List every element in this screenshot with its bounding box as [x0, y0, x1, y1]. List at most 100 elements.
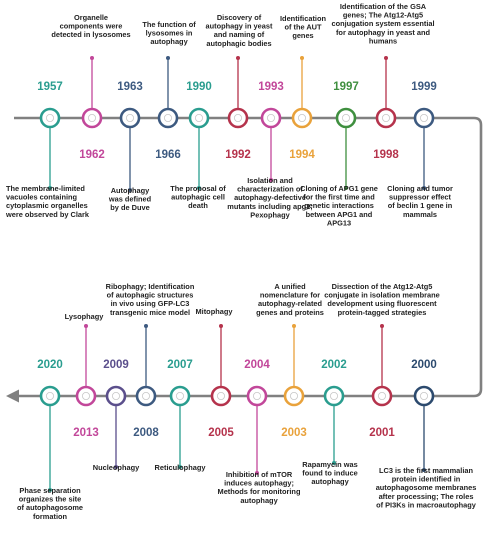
timeline-event: 2008 Ribophagy; Identification of autophag… — [106, 282, 195, 439]
timeline-event: 2001 Dissection of the Atg12-Atg5 conjugat… — [324, 282, 439, 439]
event-description-line: genetic interactions — [304, 201, 374, 210]
timeline-event: 1966 The function of lysosomes in autophagy — [142, 20, 196, 161]
event-node-core — [341, 114, 350, 123]
timeline-event: 1992 Discovery of autophagy in yeast and na… — [206, 13, 273, 161]
event-node-core — [82, 391, 91, 400]
timeline-event: 2009 Nucleophagy — [93, 359, 140, 472]
event-description-line: genes; The Atg12-Atg5 — [343, 11, 423, 20]
event-year: 1963 — [117, 81, 143, 93]
timeline-events: 1957 The membrane-limited vacuoles contain… — [5, 2, 477, 521]
event-description-line: for the first time and — [303, 193, 375, 202]
event-description-line: was defined — [108, 195, 152, 204]
event-stem-dot — [292, 324, 296, 328]
event-node-core — [289, 391, 298, 400]
event-node-core — [216, 391, 225, 400]
event-description: Inhibition of mTOR induces autophagy; Meth… — [218, 470, 301, 505]
event-description-line: Ribophagy; Identification — [106, 282, 195, 291]
event-stem-dot — [128, 188, 132, 192]
event-description-line: humans — [369, 36, 397, 45]
event-description: Mitophagy — [196, 307, 234, 316]
event-year: 2001 — [369, 427, 395, 439]
event-year: 2003 — [281, 427, 307, 439]
event-description-line: components were — [60, 22, 123, 31]
event-description-line: autophagy-related — [258, 299, 323, 308]
event-year: 2002 — [321, 359, 347, 371]
timeline-event: 2004 Inhibition of mTOR induces autophagy;… — [218, 359, 301, 505]
event-description: Rapamycin was found to induce autophagy — [302, 460, 357, 486]
event-description-line: Inhibition of mTOR — [226, 470, 293, 479]
timeline-event: 1963 Autophagy was defined by de Duve — [108, 81, 152, 212]
event-description-line: Cloning and tumor — [387, 184, 453, 193]
event-description-line: autophagy — [311, 477, 349, 486]
event-node-core — [419, 391, 428, 400]
event-node-core — [163, 114, 172, 123]
timeline-event: 1962 Organelle components were detected in … — [51, 13, 130, 161]
event-node-core — [233, 114, 242, 123]
timeline-event: 2002 Rapamycin was found to induce autophag… — [302, 359, 357, 486]
event-year: 2005 — [208, 427, 234, 439]
event-node-core — [252, 391, 261, 400]
timeline-event: 1994 Identification of the AUT genes — [280, 14, 326, 161]
event-description-line: Autophagy — [111, 186, 150, 195]
event-description: The membrane-limited vacuoles containing c… — [5, 184, 90, 219]
event-description-line: lysosomes in — [146, 29, 193, 38]
event-description-line: Identification of the GSA — [340, 2, 427, 11]
event-node-core — [126, 114, 135, 123]
event-stem-dot — [114, 465, 118, 469]
event-description-line: of beclin 1 gene in — [388, 201, 453, 210]
event-stem-dot — [384, 56, 388, 60]
event-description: Cloning of APG1 gene for the first time a… — [300, 184, 378, 227]
event-description-line: induces autophagy; — [224, 479, 294, 488]
event-description: A unified nomenclature for autophagy-relat… — [256, 282, 324, 317]
event-year: 2007 — [167, 359, 193, 371]
event-description-line: suppressor effect — [389, 193, 452, 202]
event-node-core — [377, 391, 386, 400]
event-description-line: protein identified in — [392, 475, 461, 484]
event-stem-dot — [197, 186, 201, 190]
event-node-core — [266, 114, 275, 123]
event-description: Autophagy was defined by de Duve — [108, 186, 152, 212]
event-year: 2013 — [73, 427, 99, 439]
event-stem-dot — [84, 324, 88, 328]
event-description-line: mammals — [403, 210, 437, 219]
event-description-line: Organelle — [74, 13, 108, 22]
event-node-core — [381, 114, 390, 123]
event-description-line: The proposal of — [170, 184, 226, 193]
event-stem-dot — [178, 465, 182, 469]
event-description: Nucleophagy — [93, 463, 140, 472]
event-year: 1962 — [79, 149, 105, 161]
event-year: 1994 — [289, 149, 315, 161]
event-description-line: autophagosome membranes — [376, 483, 477, 492]
event-stem-dot — [166, 56, 170, 60]
event-description-line: Cloning of APG1 gene — [300, 184, 378, 193]
event-year: 1966 — [155, 149, 181, 161]
event-node-core — [46, 114, 55, 123]
event-description-line: autophagy-defective — [234, 193, 306, 202]
event-description-line: development using fluorescent — [327, 299, 437, 308]
event-description: Lysophagy — [65, 312, 105, 321]
event-year: 1993 — [258, 81, 284, 93]
event-description-line: by de Duve — [110, 203, 149, 212]
event-description-line: in vivo using GFP-LC3 — [111, 299, 190, 308]
event-description-line: detected in lysosomes — [51, 30, 130, 39]
event-description-line: Reticulophagy — [155, 463, 207, 472]
event-description: Ribophagy; Identification of autophagic s… — [106, 282, 195, 317]
event-description-line: for autophagy in yeast and — [336, 28, 431, 37]
timeline-event: 1997 Cloning of APG1 gene for the first ti… — [300, 81, 378, 227]
event-description: Organelle components were detected in lyso… — [51, 13, 130, 39]
event-year: 1990 — [186, 81, 212, 93]
event-node-core — [112, 391, 121, 400]
event-description-line: LC3 is the first mammalian — [379, 466, 474, 475]
event-year: 1992 — [225, 149, 251, 161]
event-description-line: between APG1 and — [306, 210, 373, 219]
event-description-line: autophagic bodies — [206, 39, 271, 48]
timeline-event: 2000 LC3 is the first mammalian protein id… — [376, 359, 477, 509]
event-description: Cloning and tumor suppressor effect of bec… — [387, 184, 453, 219]
event-stem-dot — [144, 324, 148, 328]
event-description-line: cytoplasmic organelles — [6, 201, 88, 210]
event-description-line: Identification — [280, 14, 326, 23]
event-stem-dot — [380, 324, 384, 328]
event-stem-dot — [344, 186, 348, 190]
event-description-line: protein-tagged strategies — [338, 308, 427, 317]
timeline-event: 1957 The membrane-limited vacuoles contain… — [5, 81, 90, 219]
